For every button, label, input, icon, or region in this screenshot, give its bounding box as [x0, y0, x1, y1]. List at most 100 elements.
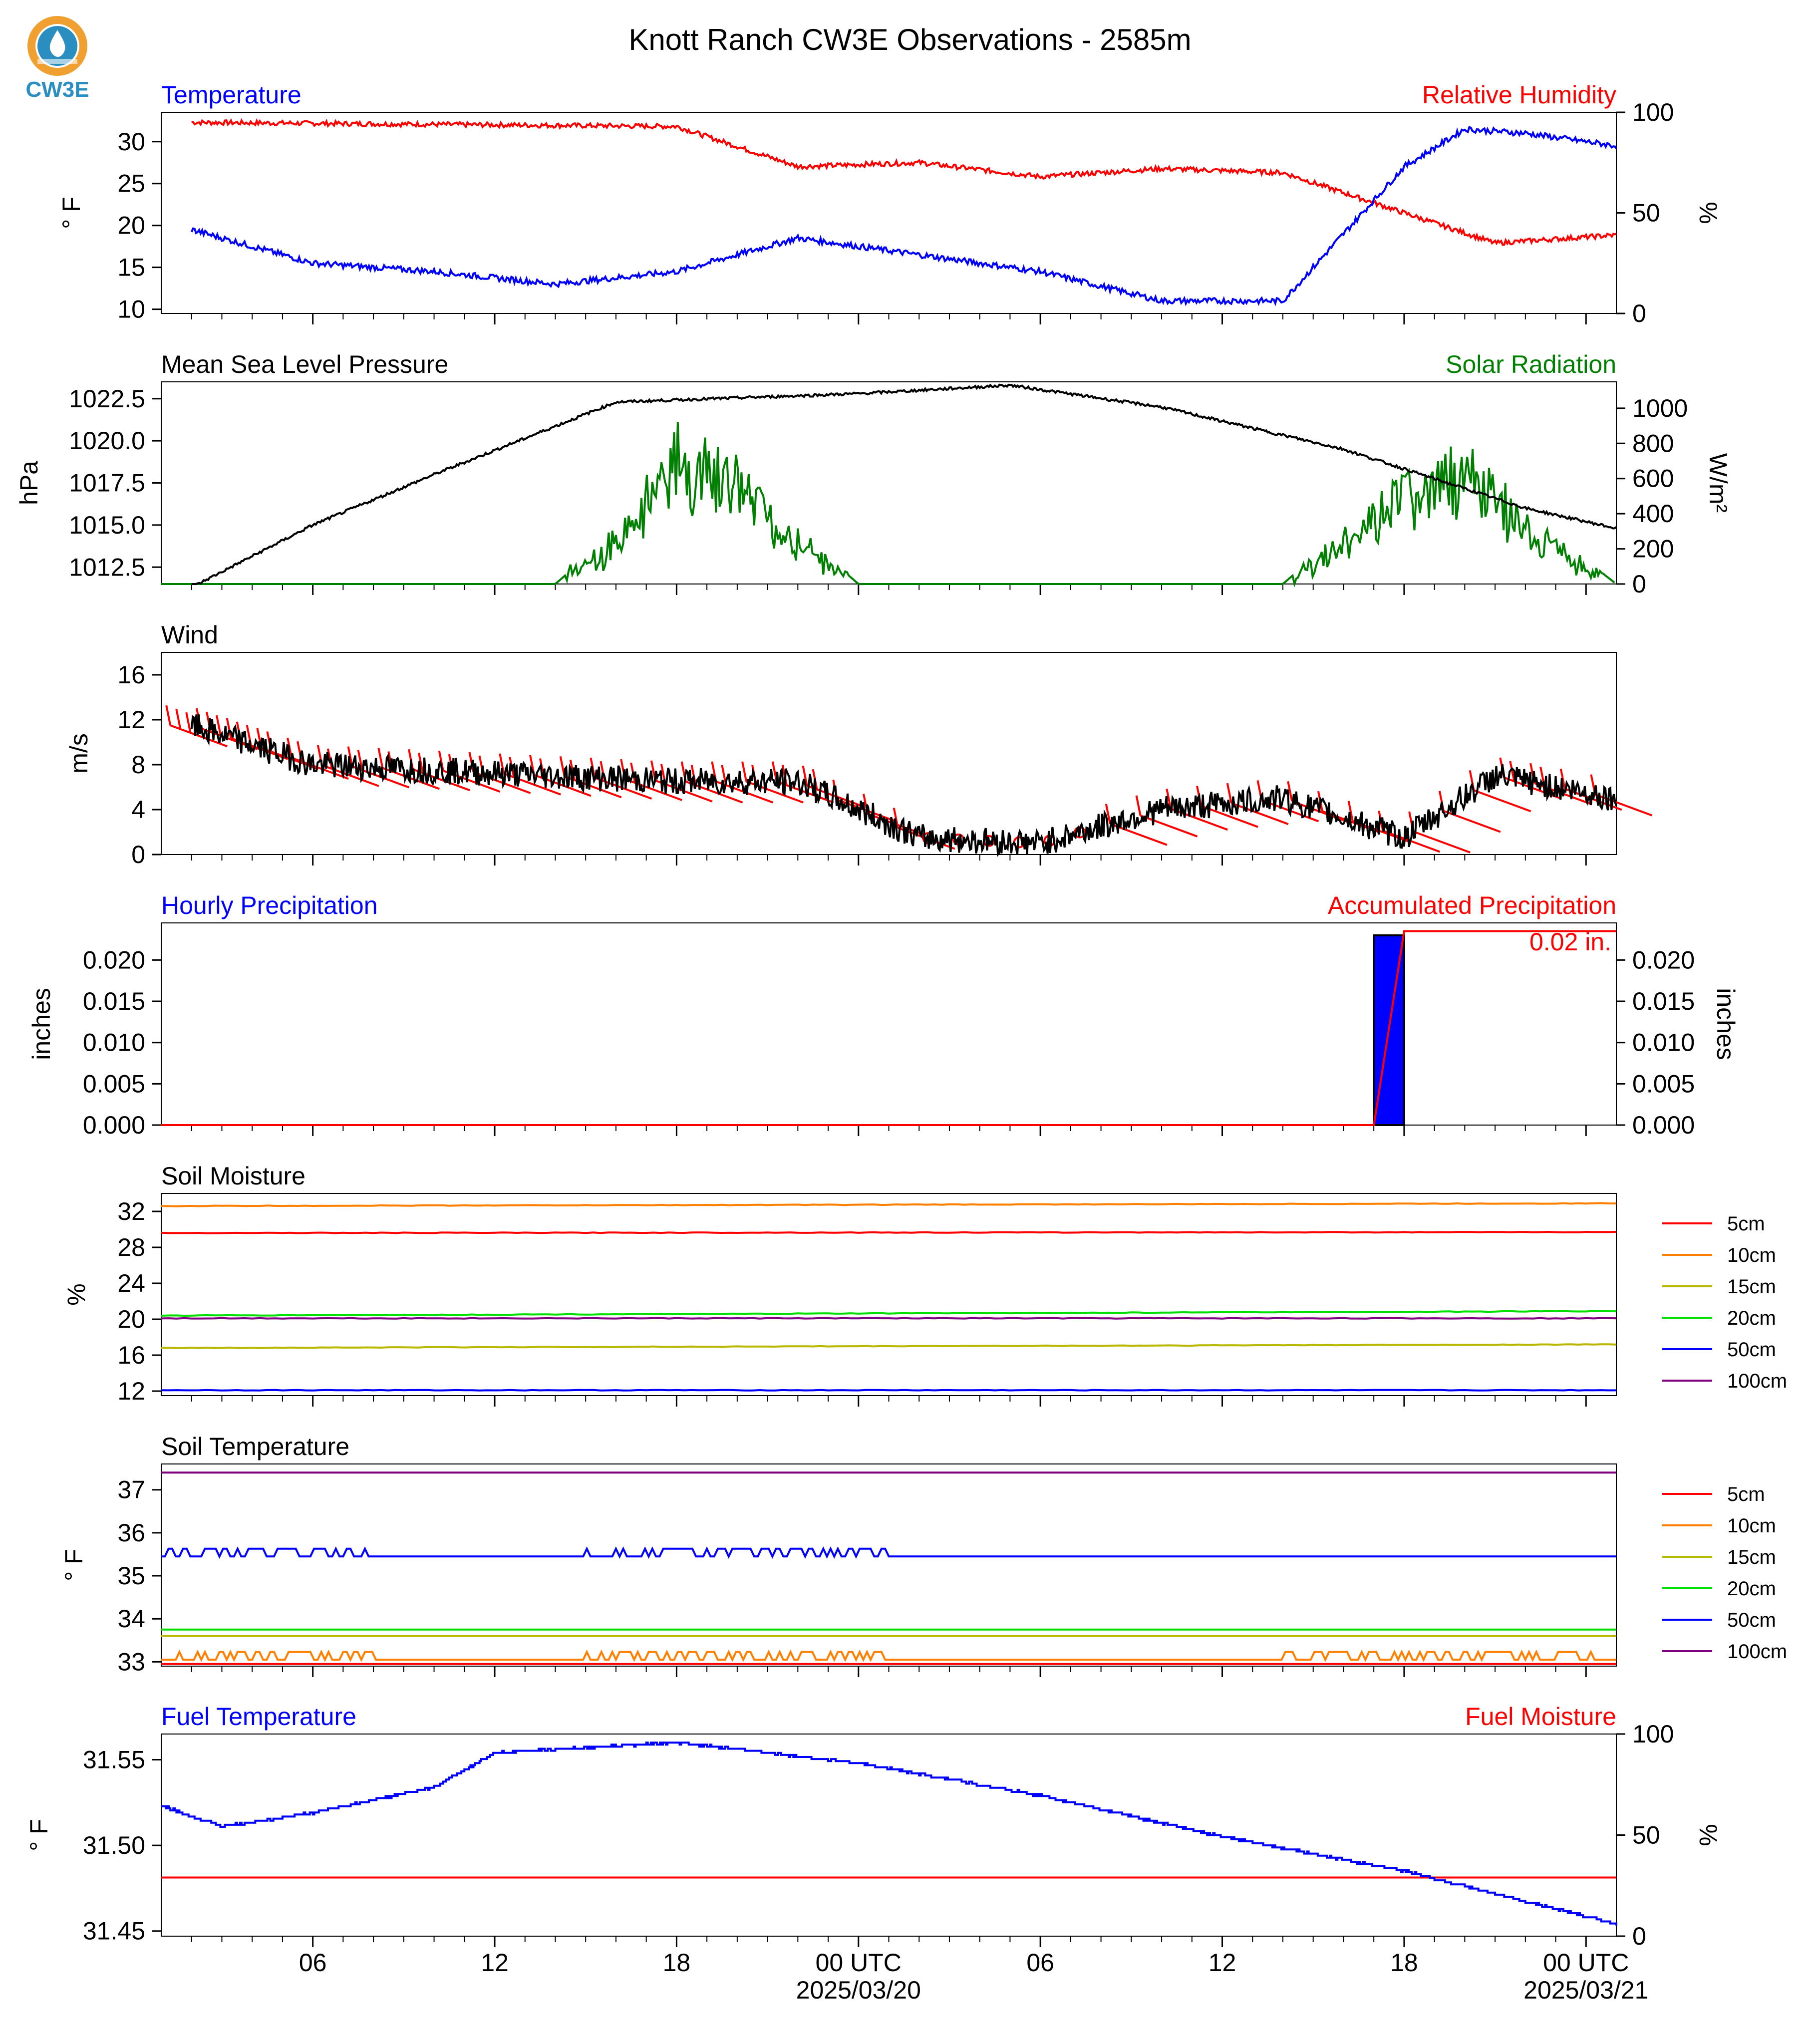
- y-right-tick-label: 800: [1632, 429, 1674, 457]
- y-left-tick-label: 20: [117, 1305, 145, 1333]
- wind-barb-staff: [1140, 814, 1198, 838]
- x-tick-label: 18: [1390, 1949, 1418, 1977]
- y-left-label: ° F: [60, 1549, 88, 1581]
- y-left-tick-label: 4: [131, 796, 145, 824]
- legend-label: 100cm: [1727, 1370, 1787, 1392]
- y-left-tick-label: 31.50: [83, 1831, 145, 1859]
- y-right-tick-label: 0.000: [1632, 1111, 1695, 1139]
- legend-label: 50cm: [1727, 1339, 1776, 1361]
- y-left-tick-label: 1020.0: [69, 427, 145, 455]
- y-left-label: ° F: [25, 1819, 53, 1851]
- y-left-tick-label: 20: [117, 212, 145, 240]
- legend-label: 10cm: [1727, 1515, 1776, 1537]
- y-left-tick-label: 1012.5: [69, 553, 145, 581]
- y-right-tick-label: 0: [1632, 1922, 1646, 1950]
- wind-barb-flag: [893, 808, 899, 828]
- panel-title-left: Mean Sea Level Pressure: [161, 350, 448, 378]
- y-left-tick-label: 24: [117, 1269, 145, 1297]
- y-left-tick-label: 28: [117, 1233, 145, 1261]
- y-left-tick-label: 25: [117, 170, 145, 198]
- x-date-label: 2025/03/20: [796, 1976, 921, 2004]
- panel-title-right: Relative Humidity: [1422, 81, 1616, 109]
- y-left-tick-label: 0.020: [83, 946, 145, 974]
- y-right-label: %: [1694, 202, 1722, 224]
- y-right-tick-label: 0: [1632, 299, 1646, 327]
- y-right-tick-label: 600: [1632, 465, 1674, 493]
- y-left-tick-label: 0: [131, 841, 145, 869]
- temperature-line: [190, 126, 1617, 306]
- x-tick-label: 00 UTC: [1543, 1949, 1629, 1977]
- y-right-tick-label: 200: [1632, 535, 1674, 563]
- y-left-tick-label: 32: [117, 1197, 145, 1225]
- logo-text: CW3E: [25, 77, 89, 102]
- y-right-tick-label: 0.005: [1632, 1070, 1695, 1098]
- legend-label: 20cm: [1727, 1578, 1776, 1600]
- wind-barb-staff: [1594, 793, 1653, 817]
- y-left-tick-label: 30: [117, 128, 145, 156]
- y-left-label: ° F: [57, 197, 85, 229]
- y-left-tick-label: 8: [131, 751, 145, 779]
- panel-title-right: Fuel Moisture: [1465, 1703, 1616, 1731]
- y-left-tick-label: 16: [117, 1341, 145, 1369]
- y-right-tick-label: 0: [1632, 570, 1646, 598]
- y-right-tick-label: 50: [1632, 199, 1660, 227]
- y-left-tick-label: 0.005: [83, 1070, 145, 1098]
- wind-speed-line: [190, 714, 1617, 857]
- soil-moisture-line: [161, 1343, 1617, 1349]
- wind-barb-staff: [1201, 805, 1258, 828]
- y-right-tick-label: 0.015: [1632, 987, 1695, 1015]
- y-right-label: W/m²: [1704, 453, 1732, 513]
- soil-temperature-line: [161, 1649, 1616, 1662]
- y-left-tick-label: 36: [117, 1519, 145, 1547]
- soil-temperature-line: [161, 1546, 1616, 1559]
- soil-moisture-line: [161, 1317, 1617, 1320]
- x-tick-label: 06: [1026, 1949, 1054, 1977]
- wind-barb-flag: [1105, 804, 1111, 825]
- panel-title-left: Wind: [161, 621, 218, 649]
- legend-label: 20cm: [1727, 1307, 1776, 1329]
- plot-frame-pressure_solar: [161, 381, 1617, 584]
- x-tick-label: 00 UTC: [816, 1949, 902, 1977]
- wind-barb-flag: [326, 748, 333, 769]
- x-tick-label: 18: [663, 1949, 691, 1977]
- chart-title: Knott Ranch CW3E Observations - 2585m: [628, 23, 1191, 56]
- fuel-temperature-line: [161, 1741, 1617, 1926]
- wind-barb-flag: [1226, 783, 1232, 804]
- y-left-tick-label: 0.010: [83, 1029, 145, 1057]
- y-left-tick-label: 0.000: [83, 1111, 145, 1139]
- logo-drop-icon: [49, 30, 65, 57]
- y-right-tick-label: 100: [1632, 98, 1674, 126]
- panel-title-left: Soil Temperature: [161, 1433, 349, 1460]
- panel-fuel: 31.45 31.50 31.55 0 50 100 Fuel Temperature Fue…: [25, 1703, 1722, 2004]
- wind-barb-flag: [741, 761, 748, 782]
- pressure-line: [191, 383, 1617, 585]
- panel-title-right: Accumulated Precipitation: [1328, 891, 1616, 919]
- wind-barb-staff: [1382, 830, 1441, 853]
- panel-title-left: Fuel Temperature: [161, 1703, 356, 1731]
- y-left-label: %: [62, 1283, 90, 1305]
- legend-label: 100cm: [1727, 1641, 1787, 1663]
- wind-barb-flag: [1287, 781, 1293, 802]
- panel-title-left: Temperature: [161, 81, 302, 109]
- wind-barb-flag: [377, 748, 384, 768]
- legend-label: 15cm: [1727, 1546, 1776, 1568]
- y-left-tick-label: 16: [117, 661, 145, 689]
- logo-ring: [27, 16, 87, 76]
- panel-title-left: Soil Moisture: [161, 1162, 305, 1190]
- cw3e-logo: CW3E: [25, 16, 89, 102]
- wind-barb-flag: [1135, 795, 1142, 816]
- y-right-tick-label: 1000: [1632, 394, 1688, 422]
- wind-barb-flag: [1347, 801, 1354, 822]
- accumulated-precip-line: [161, 930, 1616, 1126]
- wind-barb-flag: [215, 715, 222, 736]
- panel-precip: 0.000 0.005 0.010 0.015 0.020 0.000 0.005 0.010…: [27, 891, 1740, 1139]
- y-left-tick-label: 12: [117, 1377, 145, 1405]
- wind-barb-flag: [185, 712, 192, 733]
- wind-barb-flag: [1509, 761, 1516, 782]
- panel-pressure_solar: 1012.5 1015.0 1017.5 1020.0 1022.5 0 200 400 600…: [15, 350, 1732, 598]
- wind-barb-flag: [357, 750, 363, 771]
- wind-barb-staff: [1413, 830, 1471, 854]
- y-left-tick-label: 35: [117, 1562, 145, 1590]
- y-left-label: hPa: [15, 461, 43, 505]
- panel-soil_moisture: 12 16 20 24 28 32 Soil Moisture% 5cm 10cm 15cm 20c…: [62, 1162, 1787, 1407]
